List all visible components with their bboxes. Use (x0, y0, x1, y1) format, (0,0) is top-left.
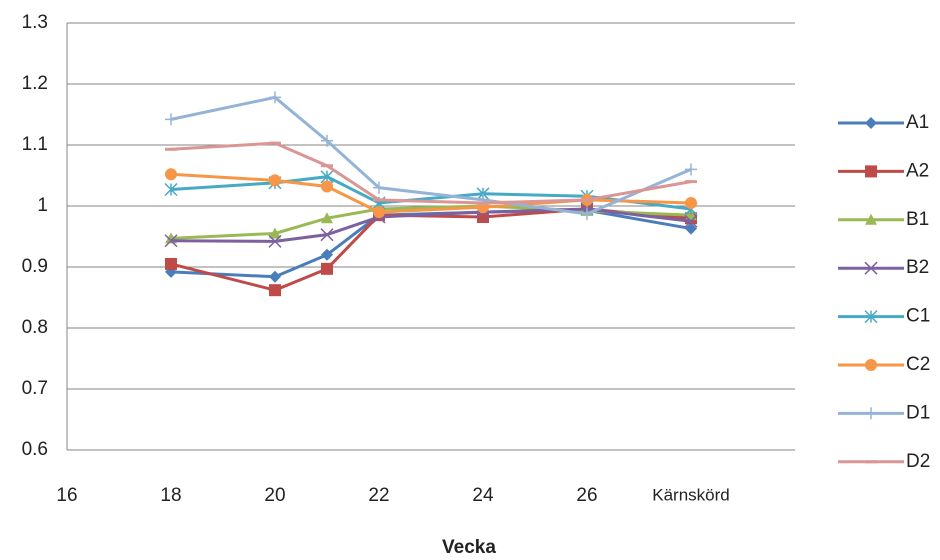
marker (373, 206, 385, 219)
marker (685, 163, 697, 176)
marker (865, 165, 877, 178)
legend-item: B2 (838, 257, 929, 278)
marker (864, 310, 878, 324)
x-tick-label: 24 (472, 485, 494, 506)
marker (165, 257, 177, 270)
marker (321, 248, 333, 261)
marker (269, 91, 281, 104)
legend-item: A2 (838, 160, 929, 181)
marker (164, 182, 178, 197)
marker (865, 213, 877, 225)
marker (165, 113, 177, 126)
marker (269, 174, 281, 187)
marker (685, 196, 697, 209)
marker (581, 207, 593, 220)
line (170, 207, 692, 292)
legend-item: A1 (838, 112, 929, 133)
marker (321, 180, 333, 193)
x-tick-label: 16 (56, 485, 77, 506)
legend-label: A1 (906, 112, 929, 133)
legend-label: A2 (906, 160, 929, 181)
marker (684, 214, 698, 228)
y-tick-label: 1.1 (22, 134, 48, 155)
x-tick-label: 26 (576, 485, 597, 506)
y-tick-label: 1.2 (22, 73, 48, 94)
y-tick-label: 1 (37, 195, 48, 216)
legend-label: D1 (906, 402, 930, 423)
y-tick-label: 0.8 (22, 317, 48, 338)
marker (477, 210, 489, 223)
legend-item: C1 (838, 306, 930, 327)
legend-item: D2 (838, 451, 930, 472)
marker (321, 134, 333, 147)
marker (864, 261, 878, 275)
y-tick-label: 0.6 (22, 439, 48, 460)
x-axis-title: Vecka (442, 537, 496, 558)
x-tick-label: Kärnskörd (652, 485, 729, 504)
marker (320, 228, 334, 242)
x-tick-label: 18 (160, 485, 181, 506)
marker (269, 227, 281, 239)
series (165, 141, 697, 205)
y-tick-label: 0.7 (22, 378, 48, 399)
y-tick-label: 0.9 (22, 256, 48, 277)
marker (321, 262, 333, 275)
legend-item: D1 (838, 402, 930, 423)
marker (865, 359, 877, 371)
marker (865, 117, 877, 129)
legend-item: C2 (838, 354, 930, 375)
legend-label: B2 (906, 257, 929, 278)
legend-label: C2 (906, 354, 930, 375)
marker (269, 270, 281, 283)
x-tick-label: 22 (368, 485, 389, 506)
marker (865, 407, 877, 420)
marker (269, 284, 281, 297)
x-tick-label: 20 (264, 485, 285, 506)
series (165, 91, 697, 220)
marker (268, 234, 282, 248)
legend-item: B1 (838, 209, 929, 230)
legend-label: B1 (906, 209, 929, 230)
legend-label: C1 (906, 306, 930, 327)
legend-label: D2 (906, 451, 930, 472)
marker (373, 181, 385, 194)
y-tick-label: 1.3 (22, 12, 48, 33)
marker (164, 234, 178, 248)
marker (165, 168, 177, 181)
marker (685, 222, 697, 235)
marker (321, 212, 333, 224)
